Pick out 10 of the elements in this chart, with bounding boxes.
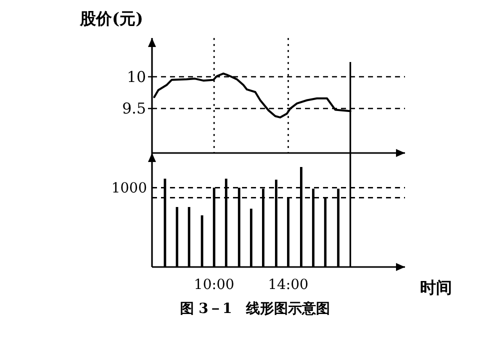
text: 1000 [111,180,147,197]
y-tick-label: 9.5 [122,100,146,118]
y-tick-label: 10 [126,68,146,86]
bar [250,208,252,267]
y-axis-title: 股价(元) [79,9,144,28]
caption: 图 3－1 线形图示意图 [180,300,330,317]
x-axis-title: 时间 [420,278,452,297]
x-tick-label: 14:00 [268,277,308,293]
x-tick-label: 10:00 [194,277,234,293]
bar [188,207,190,267]
